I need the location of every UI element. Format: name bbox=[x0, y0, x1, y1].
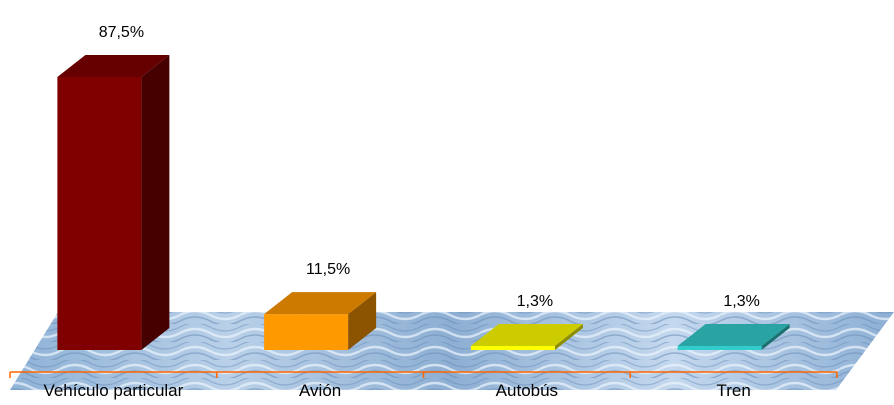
data-label: 1,3% bbox=[723, 293, 759, 310]
x-axis: Vehículo particular Avión Autobús Tren bbox=[9, 371, 838, 400]
bar-top bbox=[57, 55, 170, 77]
chart-floor bbox=[10, 312, 894, 390]
bar-front bbox=[57, 77, 142, 350]
x-tick-label: Tren bbox=[716, 381, 750, 400]
bar-side bbox=[761, 323, 790, 350]
bars-group bbox=[57, 55, 790, 350]
bar-top bbox=[264, 292, 377, 315]
data-label: 1,3% bbox=[517, 293, 553, 310]
bar-side bbox=[141, 55, 170, 350]
bar bbox=[470, 323, 583, 350]
data-label: 87,5% bbox=[99, 24, 144, 41]
x-tick-label: Vehículo particular bbox=[43, 381, 183, 400]
bar-side bbox=[348, 292, 377, 350]
bar-side bbox=[554, 323, 583, 350]
data-label: 11,5% bbox=[306, 261, 350, 278]
bar-front bbox=[470, 345, 555, 350]
bar-front bbox=[264, 314, 349, 350]
bar-top bbox=[470, 323, 583, 346]
bar-top bbox=[677, 323, 790, 346]
bar bbox=[677, 323, 790, 350]
x-tick-label: Autobús bbox=[496, 381, 558, 400]
x-tick-label: Avión bbox=[299, 381, 341, 400]
bar-front bbox=[677, 345, 762, 350]
bar bbox=[57, 55, 170, 350]
data-labels-group: 87,5% 11,5% 1,3% 1,3% bbox=[99, 24, 760, 310]
bar bbox=[264, 292, 377, 350]
